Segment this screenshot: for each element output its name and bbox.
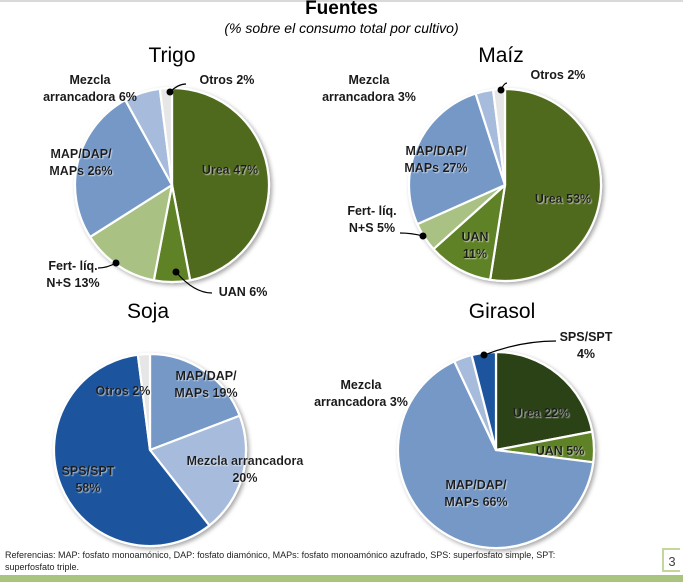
chart-title-maiz: Maíz — [478, 44, 524, 67]
data-label-mezcla-arrancadora: Mezcla arrancadora 3% — [314, 378, 408, 409]
data-label-map-dap-maps: MAP/DAP/MAPs 66% — [444, 478, 507, 509]
data-label-line: MAPs 27% — [404, 161, 467, 175]
data-label-urea: Urea 22% — [513, 406, 569, 420]
leader-dot — [166, 88, 174, 96]
page-title: Fuentes — [305, 0, 378, 19]
data-label-line: MAP/DAP/ — [445, 478, 507, 492]
pie-slice-otros — [136, 352, 152, 452]
pie-slice-urea — [489, 87, 603, 283]
data-label-line: MAP/DAP/ — [405, 144, 467, 158]
data-label-line: MAPs 19% — [174, 386, 237, 400]
page-number: 3 — [662, 548, 680, 572]
leader-dot — [480, 351, 488, 359]
data-label-line: Mezcla — [349, 73, 391, 87]
data-label-otros: Otros 2% — [96, 384, 151, 398]
data-label-otros: Otros 2% — [531, 68, 586, 82]
leader-dot — [112, 259, 120, 267]
data-label-map-dap-maps: MAP/DAP/MAPs 26% — [49, 147, 112, 178]
data-label-line: arrancadora 6% — [43, 90, 137, 104]
data-label-line: SPS/SPT — [62, 464, 115, 478]
data-label-fert-liq-n-s: Fert- líq. N+S 5% — [347, 204, 396, 235]
data-label-urea: Urea 47% — [202, 163, 258, 177]
leader-line — [483, 340, 557, 356]
pie-slice-map-dap-maps — [407, 92, 507, 226]
pie-slice-uan — [432, 183, 507, 281]
data-label-line: arrancadora 3% — [322, 90, 416, 104]
data-label-line: N+S 5% — [349, 221, 395, 235]
data-label-line: Otros 2% — [531, 68, 586, 82]
pie-chart-trigo: Trigo Urea 47% UAN 6% Fert- líq. N+S 13% MAP/… — [43, 44, 271, 299]
page-subtitle: (% sobre el consumo total por cultivo) — [224, 20, 459, 36]
data-label-line: 4% — [577, 347, 595, 361]
data-label-mezcla-arrancadora: Mezcla arrancadora 3% — [322, 73, 416, 104]
data-label-mezcla-arrancadora: Mezcla arrancadora 6% — [43, 73, 137, 104]
pie-slice-mezcla-arrancadora — [148, 414, 248, 527]
data-label-line: MAP/DAP/ — [50, 147, 112, 161]
chart-title-girasol: Girasol — [469, 300, 536, 323]
data-label-line: 11% — [463, 247, 487, 261]
data-label-line: 58% — [75, 481, 100, 495]
data-label-fert-liq-n-s: Fert- líq. N+S 13% — [46, 259, 99, 290]
data-label-sps-spt: SPS/SPT 4% — [560, 330, 613, 361]
data-label-line: Fert- líq. — [347, 204, 396, 218]
pie-slice-map-dap-maps — [148, 352, 241, 452]
leader-dot — [172, 268, 180, 276]
leader-line — [175, 271, 213, 294]
data-label-map-dap-maps: MAP/DAP/MAPs 19% — [174, 369, 237, 400]
bottom-bar — [0, 575, 683, 582]
pie-slices — [73, 86, 271, 284]
data-label-line: Fert- líq. — [48, 259, 97, 273]
pie-slices — [407, 87, 603, 283]
data-label-uan: UAN 5% — [536, 444, 585, 458]
data-label-line: SPS/SPT — [560, 330, 613, 344]
data-label-line: Mezcla — [341, 378, 383, 392]
data-label-uan: UAN 11% — [461, 230, 488, 261]
chart-title-trigo: Trigo — [148, 44, 195, 67]
pie-chart-soja: Soja MAP/DAP/MAPs 19% Mezcla arrancadora 20… — [52, 300, 305, 548]
data-label-mezcla-arrancadora: Mezcla arrancadora 20% — [187, 454, 305, 485]
data-label-urea: Urea 53% — [535, 192, 591, 206]
data-label-line: UAN — [461, 230, 488, 244]
data-label-line: MAPs 66% — [444, 495, 507, 509]
pie-slice-urea — [494, 350, 594, 452]
data-label-line: Urea 47% — [202, 163, 258, 177]
data-label-line: Mezcla — [70, 73, 112, 87]
data-label-line: Urea 22% — [513, 406, 569, 420]
data-label-line: MAP/DAP/ — [175, 369, 237, 383]
chart-title-soja: Soja — [127, 300, 169, 323]
data-label-line: UAN 6% — [219, 285, 268, 299]
data-label-line: N+S 13% — [46, 276, 99, 290]
pie-chart-girasol: Girasol Urea 22% UAN 5% MAP/DAP/MAPs 66% Mez… — [314, 300, 613, 550]
data-label-line: Urea 53% — [535, 192, 591, 206]
data-label-line: arrancadora 3% — [314, 395, 408, 409]
pie-chart-maiz: Maíz Urea 53% UAN 11% Fert- líq. N+S 5% MAP/DA… — [322, 44, 603, 283]
pie-slice-sps-spt — [52, 353, 211, 548]
pie-slice-otros — [158, 86, 174, 187]
data-label-line: MAPs 26% — [49, 164, 112, 178]
data-label-sps-spt: SPS/SPT 58% — [62, 464, 115, 495]
leader-dot — [419, 232, 427, 240]
pie-slices — [396, 350, 596, 550]
top-border — [0, 0, 683, 2]
footnote-references: Referencias: MAP: fosfato monoamónico, D… — [5, 550, 556, 572]
data-label-uan: UAN 6% — [219, 285, 268, 299]
data-label-map-dap-maps: MAP/DAP/MAPs 27% — [404, 144, 467, 175]
pie-slices — [52, 352, 248, 548]
pie-slice-urea — [170, 86, 271, 282]
data-label-line: Otros 2% — [96, 384, 151, 398]
pie-slice-map-dap-maps — [73, 98, 174, 239]
leader-dot — [497, 86, 505, 94]
data-label-line: Mezcla arrancadora — [187, 454, 305, 468]
data-label-otros: Otros 2% — [200, 73, 255, 87]
data-label-line: UAN 5% — [536, 444, 585, 458]
pie-slice-map-dap-maps — [396, 360, 595, 550]
data-label-line: Otros 2% — [200, 73, 255, 87]
data-label-line: 20% — [232, 471, 257, 485]
